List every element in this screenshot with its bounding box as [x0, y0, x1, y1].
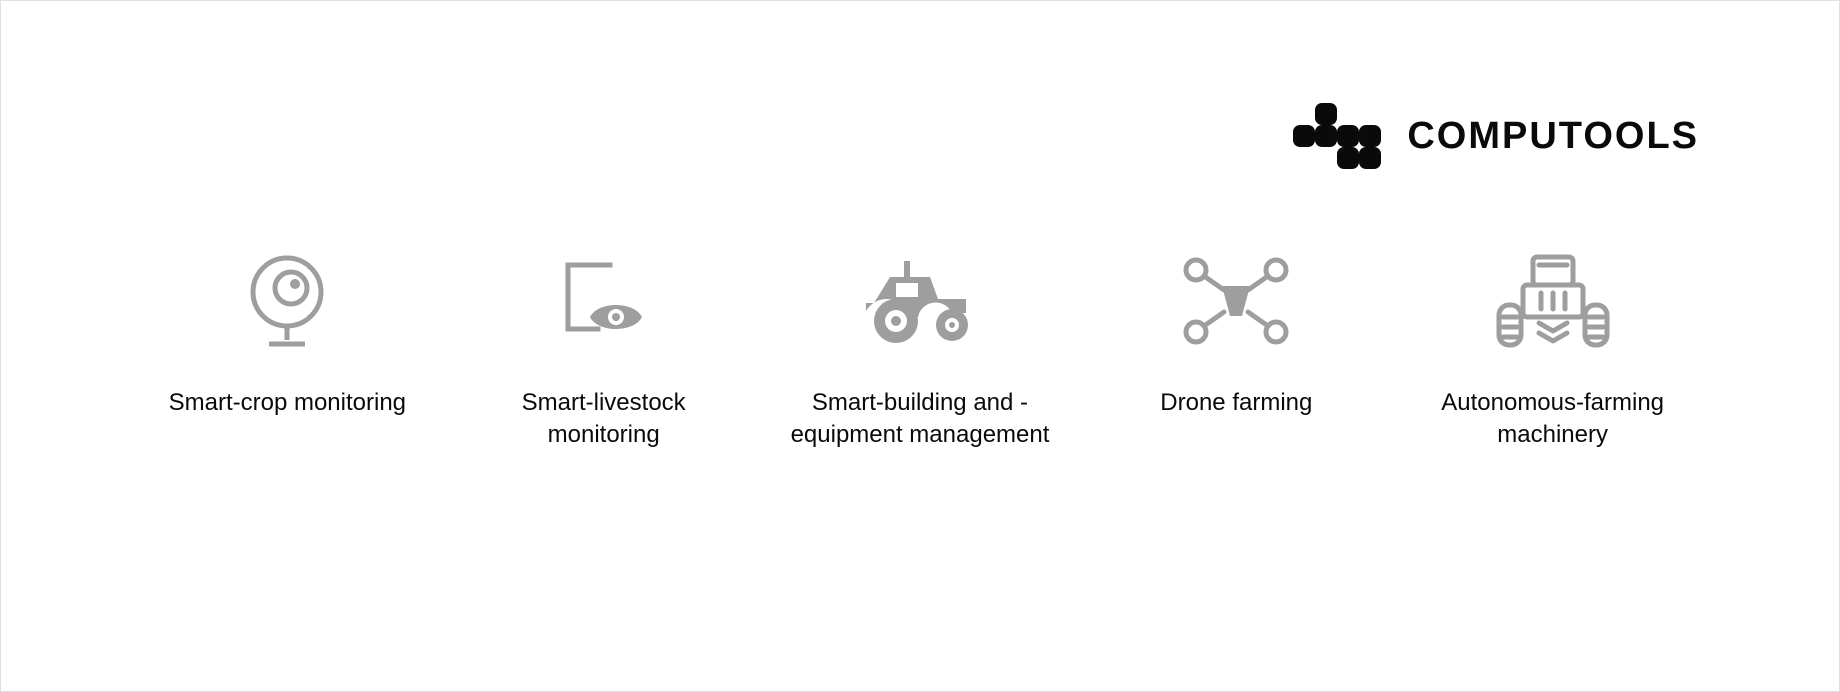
feature-smart-building: Smart-building and -equipment management: [790, 251, 1050, 452]
feature-label: Smart-building and -equipment management: [790, 387, 1050, 452]
infographic-frame: COMPUTOOLS Smart-crop monitoring: [0, 0, 1840, 692]
feature-smart-crop: Smart-crop monitoring: [157, 251, 417, 419]
webcam-icon: [243, 251, 331, 351]
brand: COMPUTOOLS: [1293, 101, 1699, 171]
feature-label: Smart-crop monitoring: [169, 387, 406, 419]
tractor-icon: [860, 251, 980, 351]
feature-label: Autonomous-farming machinery: [1423, 387, 1683, 452]
feature-drone-farming: Drone farming: [1106, 251, 1366, 419]
feature-autonomous-machinery: Autonomous-farming machinery: [1423, 251, 1683, 452]
robot-vehicle-icon: [1493, 251, 1613, 351]
feature-smart-livestock: Smart-livestock monitoring: [474, 251, 734, 452]
brand-logo-icon: [1293, 101, 1383, 171]
monitor-eye-icon: [554, 251, 654, 351]
brand-name: COMPUTOOLS: [1407, 115, 1699, 158]
feature-label: Drone farming: [1160, 387, 1312, 419]
feature-label: Smart-livestock monitoring: [474, 387, 734, 452]
features-row: Smart-crop monitoring Smart-livestock mo…: [1, 251, 1839, 452]
drone-icon: [1180, 251, 1292, 351]
